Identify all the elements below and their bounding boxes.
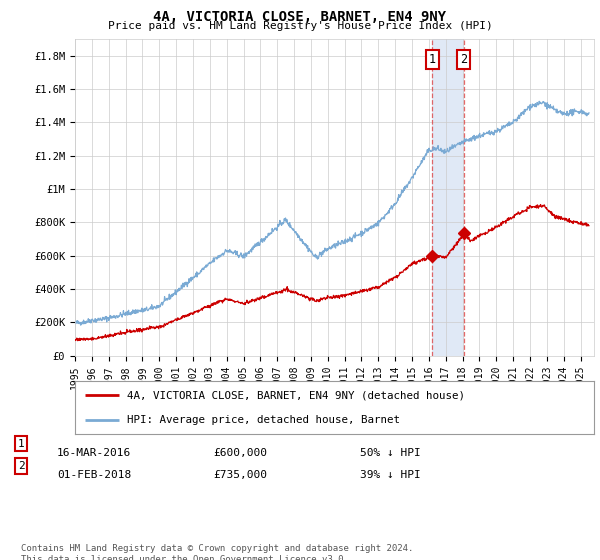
Text: 2: 2	[460, 53, 467, 66]
Text: HPI: Average price, detached house, Barnet: HPI: Average price, detached house, Barn…	[127, 414, 400, 424]
Text: 01-FEB-2018: 01-FEB-2018	[57, 470, 131, 480]
Text: 1: 1	[429, 53, 436, 66]
Text: 16-MAR-2016: 16-MAR-2016	[57, 448, 131, 458]
Text: 4A, VICTORIA CLOSE, BARNET, EN4 9NY (detached house): 4A, VICTORIA CLOSE, BARNET, EN4 9NY (det…	[127, 390, 465, 400]
Text: £600,000: £600,000	[213, 448, 267, 458]
Bar	[433, 39, 464, 356]
Text: 1: 1	[17, 438, 25, 449]
Text: Price paid vs. HM Land Registry's House Price Index (HPI): Price paid vs. HM Land Registry's House …	[107, 21, 493, 31]
Text: 50% ↓ HPI: 50% ↓ HPI	[360, 448, 421, 458]
Text: 2: 2	[17, 461, 25, 471]
Text: 39% ↓ HPI: 39% ↓ HPI	[360, 470, 421, 480]
Text: £735,000: £735,000	[213, 470, 267, 480]
Text: 4A, VICTORIA CLOSE, BARNET, EN4 9NY: 4A, VICTORIA CLOSE, BARNET, EN4 9NY	[154, 10, 446, 24]
Text: Contains HM Land Registry data © Crown copyright and database right 2024.
This d: Contains HM Land Registry data © Crown c…	[21, 544, 413, 560]
